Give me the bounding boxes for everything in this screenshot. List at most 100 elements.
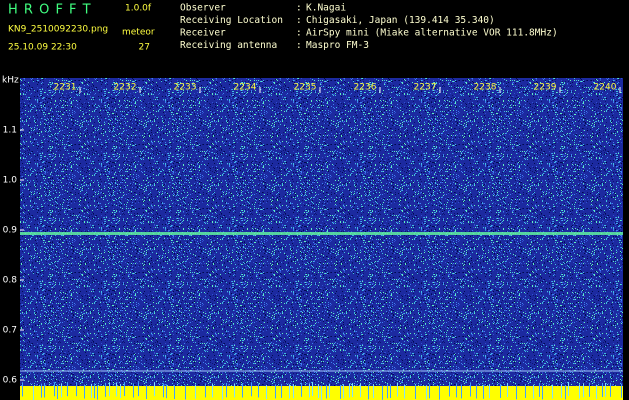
- spike: [275, 384, 276, 399]
- x-tick-label: 2236: [354, 83, 377, 93]
- spike: [309, 383, 310, 398]
- spike: [116, 382, 117, 397]
- spike: [222, 385, 223, 400]
- info-separator: :: [296, 15, 302, 26]
- spike: [404, 384, 405, 399]
- spike: [525, 383, 526, 398]
- spike: [146, 384, 147, 399]
- spike: [61, 383, 62, 398]
- spike: [568, 382, 569, 397]
- spike: [33, 385, 34, 400]
- spike: [293, 384, 294, 399]
- spike: [91, 383, 92, 398]
- spike: [516, 385, 517, 400]
- spike: [533, 384, 534, 399]
- spike: [163, 383, 164, 398]
- info-value: AirSpy mini (Miake alternative VOR 111.8…: [306, 28, 558, 39]
- spike: [212, 383, 213, 398]
- spike: [500, 383, 501, 398]
- spike: [387, 384, 388, 399]
- spike: [226, 383, 227, 398]
- spike: [349, 383, 350, 398]
- spike: [343, 384, 344, 399]
- info-label: Observer: [180, 3, 226, 14]
- spike: [326, 384, 327, 399]
- spike: [109, 382, 110, 397]
- x-tick-label: 2235: [294, 83, 317, 93]
- spike: [166, 384, 167, 399]
- spike: [602, 382, 603, 397]
- y-tick-label: 1.0: [3, 176, 18, 186]
- spike: [583, 383, 584, 398]
- spike: [368, 385, 369, 400]
- x-tick-label: 2237: [414, 83, 437, 93]
- axes: 1.1 1.0 0.9 0.8 0.7 0.6 2231 2232 2233 2234 2235 22…: [3, 83, 621, 386]
- spike: [449, 382, 450, 397]
- spike: [382, 385, 383, 400]
- spike: [439, 385, 440, 400]
- spike: [456, 383, 457, 398]
- spike: [329, 383, 330, 398]
- spike: [105, 382, 106, 397]
- spike: [429, 384, 430, 399]
- spike: [426, 385, 427, 400]
- spike: [242, 383, 243, 398]
- info-value: Chigasaki, Japan (139.414 35.340): [306, 15, 495, 26]
- spike: [373, 384, 374, 399]
- spike: [476, 384, 477, 399]
- spike: [390, 383, 391, 398]
- info-separator: :: [296, 40, 302, 51]
- spike: [185, 385, 186, 400]
- spike: [318, 384, 319, 399]
- filename: KN9_2510092230.png: [8, 25, 108, 35]
- meteor-count: 27: [139, 43, 150, 53]
- spike: [596, 384, 597, 399]
- spike: [41, 383, 42, 398]
- spike: [205, 383, 206, 398]
- signal-spikes: [22, 382, 622, 400]
- spike: [174, 384, 175, 399]
- spike: [281, 383, 282, 398]
- spike: [360, 383, 361, 398]
- spike: [340, 384, 341, 399]
- spike: [195, 384, 196, 399]
- spike: [258, 383, 259, 398]
- info-value: Maspro FM-3: [306, 40, 369, 51]
- info-label: Receiving antenna: [180, 40, 277, 51]
- x-tick-label: 2231: [54, 83, 77, 93]
- spike: [97, 385, 98, 400]
- info-value: K.Nagai: [306, 3, 346, 14]
- spike: [289, 384, 290, 399]
- info-separator: :: [296, 3, 302, 14]
- datetime: 25.10.09 22:30: [8, 43, 77, 53]
- spike: [312, 382, 313, 397]
- spike: [507, 382, 508, 397]
- spike: [266, 385, 267, 400]
- spike: [542, 385, 543, 400]
- x-tick-label: 2232: [114, 83, 137, 93]
- spike: [610, 382, 611, 397]
- y-tick-label: 1.1: [3, 126, 17, 136]
- version: 1.0.0f: [125, 4, 152, 14]
- spike: [561, 383, 562, 398]
- spike: [84, 384, 85, 399]
- carrier-line: [20, 232, 623, 235]
- spike: [44, 383, 45, 398]
- spike: [67, 382, 68, 397]
- spike: [321, 385, 322, 400]
- x-tick-label: 2238: [474, 83, 497, 93]
- spike: [57, 384, 58, 399]
- spike: [251, 382, 252, 397]
- spike: [589, 382, 590, 397]
- spike: [54, 382, 55, 397]
- spike: [397, 382, 398, 397]
- spike: [22, 382, 23, 397]
- info-label: Receiving Location: [180, 15, 283, 26]
- y-tick-label: 0.9: [3, 226, 18, 236]
- spike: [234, 383, 235, 398]
- spike: [565, 385, 566, 400]
- app-title: H R O F F T: [8, 3, 92, 18]
- spike: [124, 382, 125, 397]
